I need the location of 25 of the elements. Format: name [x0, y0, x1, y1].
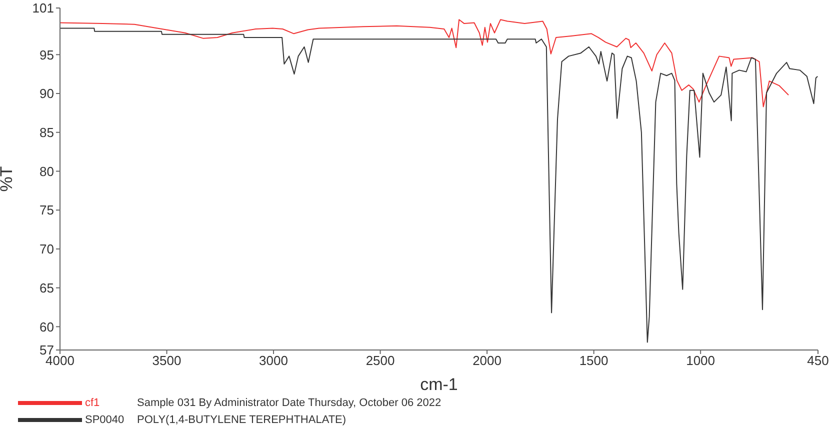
y-tick-label: 95 [40, 47, 54, 62]
line-series [60, 19, 790, 108]
x-tick-label: 1000 [686, 353, 716, 368]
text: cf1 [85, 396, 101, 408]
y-tick-label: 101 [32, 0, 54, 16]
y-tick-label: 80 [40, 164, 54, 179]
x-tick-label: 3000 [259, 353, 288, 368]
y-axis-title: %T [0, 166, 16, 192]
x-tick-label: 3500 [152, 353, 182, 368]
x-tick-label: 2500 [366, 353, 395, 368]
text: Sample 031 By Administrator Date Thursday, October 06 2022 [137, 396, 442, 408]
x-tick-label: 2000 [472, 353, 502, 368]
text: POLY(1,4-BUTYLENE TEREPHTHALATE) [137, 414, 346, 426]
y-tick-label: 90 [40, 86, 54, 102]
line-series [60, 28, 818, 343]
y-tick-label: 70 [40, 242, 54, 257]
x-tick-label: 1500 [579, 353, 608, 368]
y-tick-label: 75 [40, 202, 54, 218]
x-axis-title: cm-1 [420, 375, 458, 394]
x-tick-label: 4000 [46, 353, 74, 368]
text: SP0040 [85, 414, 126, 426]
y-tick-label: 60 [40, 319, 54, 334]
y-tick-label: 65 [40, 280, 54, 296]
y-tick-label: 85 [40, 124, 54, 140]
x-tick-label: 450 [807, 353, 829, 368]
